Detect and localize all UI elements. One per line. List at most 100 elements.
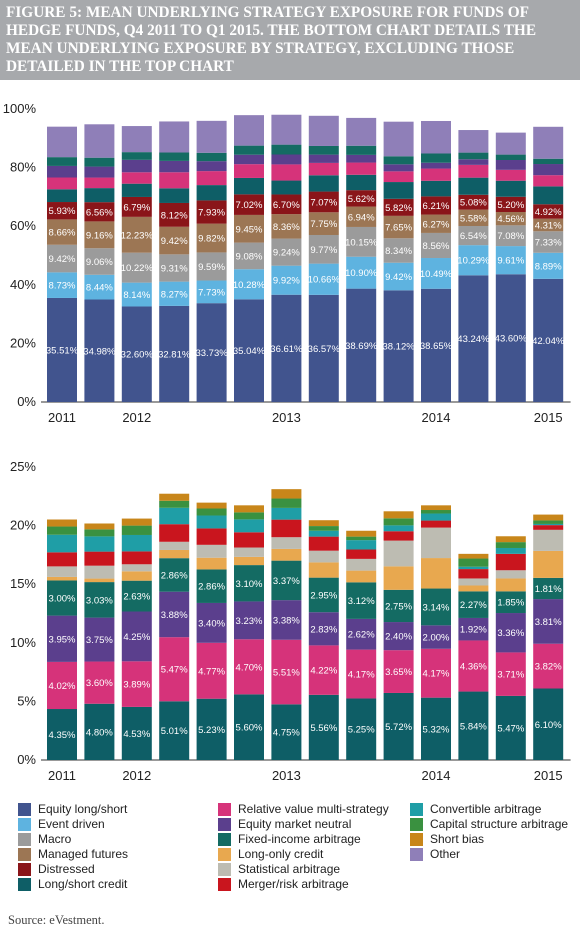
data-label: 3.40% [198, 618, 225, 629]
bar-segment-equity-market-neutral [121, 611, 152, 662]
data-label: 5.08% [460, 198, 487, 209]
bar-segment-macro [346, 226, 377, 257]
bar-segment-long-only-credit [308, 562, 339, 578]
bar-segment-equity-market-neutral [533, 164, 564, 176]
bar-segment-equity-long-short [495, 274, 526, 402]
bar-segment-fixed-income-arbitrage [84, 582, 115, 618]
bar-segment-fixed-income-arbitrage [308, 577, 339, 613]
legend-swatch [218, 878, 231, 891]
bar-segment-long-only-credit [495, 578, 526, 592]
bar-segment-capital-structure-arbitrage [346, 536, 377, 541]
legend-swatch [218, 863, 231, 876]
bar-segment-capital-structure-arbitrage [234, 512, 264, 520]
bar-segment-relative-value-multi-strategy [47, 177, 77, 190]
bar-segment-equity-market-neutral [346, 154, 377, 163]
data-label: 8.44% [86, 283, 113, 294]
data-label: 8.73% [49, 281, 76, 292]
data-label: 7.75% [310, 219, 337, 230]
bar-segment-merger-risk-arbitrage [271, 519, 302, 538]
bar-segment-long-short-credit [84, 188, 115, 203]
data-label: 5.84% [460, 721, 487, 732]
bar-segment-fixed-income-arbitrage [421, 588, 451, 626]
data-label: 6.70% [273, 200, 300, 211]
legend-label: Long/short credit [38, 877, 128, 891]
legend-label: Long-only credit [238, 847, 324, 861]
data-label: 38.65% [420, 341, 453, 352]
legend: Equity long/short Event driven Macro Manage… [0, 802, 580, 902]
bar-segment-distressed [159, 202, 190, 227]
bar-segment-statistical-arbitrage [308, 550, 339, 563]
top-stacked-bar-chart: 0% 20% 40% 60% 80% 100% 35.51% 8.73% 9.42% 8.66% 5… [3, 101, 571, 425]
bar-segment-long-short-credit [421, 697, 451, 760]
bar-segment-relative-value-multi-strategy [234, 639, 264, 695]
data-label: 38.69% [345, 341, 378, 352]
bar-segment-event-driven [234, 269, 264, 300]
bar-segment-statistical-arbitrage [271, 537, 302, 549]
bar-segment-equity-market-neutral [47, 615, 77, 662]
data-label: 8.14% [123, 290, 150, 301]
bar-segment-other [383, 121, 414, 157]
data-label: 3.10% [236, 579, 263, 590]
bar-segment-other [533, 126, 564, 159]
data-label: 5.82% [385, 203, 412, 214]
bar-segment-convertible-arbitrage [196, 515, 227, 529]
bar-segment-long-short-credit [458, 691, 489, 760]
bar-segment-managed-futures [84, 221, 115, 249]
bar-segment-managed-futures [421, 214, 451, 233]
data-label: 3.89% [123, 680, 150, 691]
bar-segment-convertible-arbitrage [495, 547, 526, 554]
bar-segment-managed-futures [495, 211, 526, 226]
data-label: 6.56% [86, 207, 113, 218]
bar-segment-other [121, 126, 152, 153]
data-label: 4.80% [86, 727, 113, 738]
bar-segment-event-driven [421, 258, 451, 289]
bar-segment-long-only-credit [458, 585, 489, 592]
bar-segment-equity-long-short [533, 278, 564, 402]
bar-segment-fixed-income-arbitrage [421, 153, 451, 163]
legend-label: Equity market neutral [238, 817, 352, 831]
bar-segment-long-short-credit [533, 186, 564, 205]
bar-segment-relative-value-multi-strategy [308, 645, 339, 695]
data-label: 5.72% [385, 722, 412, 733]
data-label: 7.93% [198, 208, 225, 219]
data-label: 8.66% [49, 228, 76, 239]
bar-segment-capital-structure-arbitrage [84, 529, 115, 537]
bar-segment-macro [121, 252, 152, 283]
bar-segment-equity-long-short [421, 288, 451, 402]
bar-segment-short-bias [495, 536, 526, 543]
data-label: 8.34% [385, 246, 412, 257]
data-label: 5.56% [310, 723, 337, 734]
x-tick-label: 2011 [48, 410, 76, 425]
bar-segment-capital-structure-arbitrage [421, 510, 451, 514]
bar-segment-merger-risk-arbitrage [121, 551, 152, 565]
data-label: 43.60% [495, 334, 528, 345]
bar-segment-convertible-arbitrage [533, 523, 564, 526]
bar-segment-relative-value-multi-strategy [458, 640, 489, 692]
x-tick-label: 2013 [272, 768, 301, 780]
data-label: 3.38% [273, 615, 300, 626]
data-label: 4.25% [123, 632, 150, 643]
bar-segment-equity-market-neutral [383, 622, 414, 651]
data-label: 8.56% [423, 241, 450, 252]
data-label: 12.23% [121, 230, 154, 241]
bar-segment-statistical-arbitrage [495, 570, 526, 579]
bar-segment-relative-value-multi-strategy [495, 169, 526, 181]
bar-segment-equity-market-neutral [234, 154, 264, 165]
bar-segment-fixed-income-arbitrage [533, 577, 564, 600]
bar-segment-long-short-credit [47, 189, 77, 203]
bar-segment-managed-futures [308, 212, 339, 235]
data-label: 10.49% [420, 269, 453, 280]
bar-segment-macro [84, 248, 115, 275]
bar-segment-other [495, 132, 526, 155]
data-label: 5.25% [348, 725, 375, 736]
legend-label: Equity long/short [38, 802, 128, 816]
bar-segment-long-only-credit [383, 566, 414, 590]
bar-segment-long-short-credit [196, 185, 227, 201]
data-label: 8.89% [535, 261, 562, 272]
x-tick-label: 2015 [534, 410, 563, 425]
data-label: 4.77% [198, 666, 225, 677]
bar-segment-convertible-arbitrage [271, 507, 302, 520]
bar-segment-convertible-arbitrage [383, 525, 414, 532]
legend-label: Distressed [38, 862, 95, 876]
data-label: 2.40% [385, 632, 412, 643]
